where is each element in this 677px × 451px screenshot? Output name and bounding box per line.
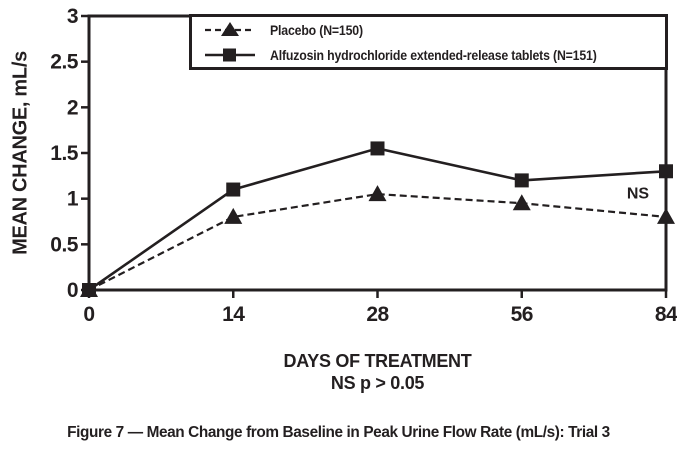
square-marker bbox=[659, 164, 673, 179]
significance-note: NS p > 0.05 bbox=[330, 373, 425, 393]
y-tick-label: 2 bbox=[67, 96, 78, 119]
square-marker bbox=[514, 173, 529, 188]
y-tick-label: 0.5 bbox=[50, 233, 79, 256]
square-marker bbox=[370, 141, 385, 156]
x-axis-title: DAYS OF TREATMENT bbox=[283, 351, 472, 371]
x-tick-label: 0 bbox=[83, 303, 94, 326]
y-tick-label: 1.5 bbox=[50, 142, 79, 165]
triangle-marker bbox=[657, 207, 675, 224]
triangle-marker bbox=[224, 207, 243, 224]
series-line-placebo bbox=[88, 192, 667, 291]
y-tick-label: 3 bbox=[67, 5, 78, 28]
legend-label-placebo: Placebo (N=150) bbox=[270, 21, 363, 38]
dashed-line-triangle-marker-icon bbox=[205, 21, 255, 36]
y-tick-label: 1 bbox=[67, 188, 79, 211]
legend-label-alfuzosin: Alfuzosin hydrochloride extended-release… bbox=[270, 46, 597, 63]
square-marker bbox=[82, 283, 96, 297]
series-line-alfuzosin bbox=[88, 147, 667, 292]
figure-caption: Figure 7 — Mean Change from Baseline in … bbox=[67, 424, 610, 441]
triangle-marker bbox=[512, 194, 531, 211]
triangle-marker bbox=[368, 185, 387, 202]
solid-line-square-marker-icon bbox=[205, 48, 255, 61]
ns-annotation: NS bbox=[627, 185, 650, 202]
legend: Placebo (N=150) Alfuzosin hydrochloride … bbox=[189, 14, 668, 70]
legend-item-alfuzosin: Alfuzosin hydrochloride extended-release… bbox=[204, 44, 665, 66]
x-tick-label: 56 bbox=[511, 303, 533, 326]
plot-area: 0 0.5 1 1.5 2 2.5 3 0 14 28 56 84 NS bbox=[50, 5, 677, 326]
y-tick-label: 2.5 bbox=[50, 51, 79, 74]
x-tick-label: 84 bbox=[655, 303, 677, 326]
legend-item-placebo: Placebo (N=150) bbox=[204, 19, 665, 41]
x-tick-label: 14 bbox=[222, 303, 245, 326]
square-marker bbox=[226, 182, 241, 197]
y-tick-label: 0 bbox=[67, 279, 78, 302]
x-tick-label: 28 bbox=[366, 303, 389, 326]
